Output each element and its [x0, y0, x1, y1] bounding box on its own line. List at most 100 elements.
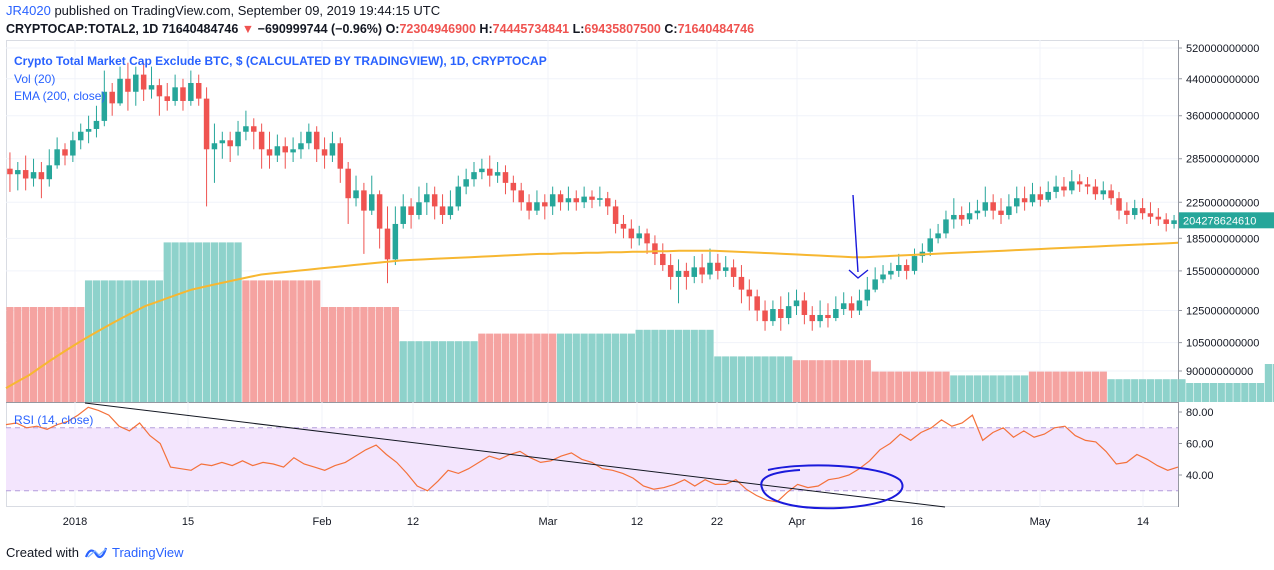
candle-body	[589, 196, 595, 200]
volume-bar	[61, 307, 69, 402]
trend-line	[84, 402, 946, 508]
volume-bar	[29, 307, 38, 402]
volume-bar	[124, 280, 132, 402]
tradingview-link[interactable]: TradingView	[112, 545, 184, 560]
volume-bar	[1146, 379, 1155, 402]
candlesticks[interactable]	[7, 62, 1177, 331]
volume-bar	[556, 333, 565, 402]
volume-bar	[289, 280, 297, 402]
candle-body	[620, 223, 627, 229]
volume-bar	[336, 307, 344, 402]
volume-bar	[635, 329, 643, 402]
volume-bar	[140, 280, 148, 402]
volume-legend[interactable]: Vol (20)	[14, 72, 56, 86]
volume-bar	[871, 371, 879, 402]
volume-bar	[171, 242, 179, 402]
volume-bar	[375, 307, 384, 402]
x-tick-label: Mar	[539, 516, 558, 528]
volume-bar	[517, 333, 525, 402]
author-link[interactable]: JR4020	[6, 3, 51, 18]
candle-body	[125, 78, 131, 92]
candle-body	[77, 131, 84, 141]
volume-bar	[195, 242, 203, 402]
volume-bar	[1154, 379, 1162, 402]
volume-bar	[792, 360, 801, 402]
candle-body	[1147, 213, 1154, 217]
x-tick-label: 2018	[63, 516, 87, 528]
candle-body	[408, 206, 414, 215]
candle-body	[927, 238, 933, 252]
candle-body	[93, 120, 100, 129]
candle-body	[903, 265, 910, 271]
candle-body	[958, 214, 965, 220]
candle-body	[880, 274, 886, 280]
volume-bar	[116, 280, 124, 402]
volume-bar	[147, 280, 156, 402]
candle-body	[290, 149, 296, 153]
volume-bar	[454, 341, 462, 402]
candle-body	[424, 194, 430, 203]
candle-body	[1139, 208, 1146, 214]
y-tick-label: 185000000000	[1186, 233, 1259, 245]
volume-bar	[281, 280, 289, 402]
candle-body	[274, 146, 281, 156]
symbol-label: CRYPTOCAP:TOTAL2, 1D	[6, 22, 159, 36]
candle-body	[117, 78, 123, 104]
volume-bar	[659, 329, 667, 402]
volume-bar	[1186, 383, 1194, 402]
volume-bar	[816, 360, 824, 402]
candle-body	[172, 87, 178, 101]
y-tick-label: 285000000000	[1186, 154, 1259, 166]
volume-bar	[674, 329, 683, 402]
candle-body	[683, 270, 690, 277]
volume-bar	[155, 280, 164, 402]
y-tick-label: 155000000000	[1186, 266, 1259, 278]
candle-body	[1021, 198, 1028, 203]
volume-bar	[501, 333, 510, 402]
candle-body	[479, 168, 485, 173]
y-tick-label: 520000000000	[1186, 43, 1259, 55]
candle-body	[1053, 186, 1059, 192]
candle-body	[573, 198, 580, 203]
candle-body	[667, 265, 674, 277]
volume-bar	[313, 280, 321, 402]
candle-body	[715, 262, 721, 271]
volume-bar	[486, 333, 494, 402]
ema-legend[interactable]: EMA (200, close)	[14, 89, 106, 103]
candle-body	[243, 126, 249, 132]
candle-body	[298, 143, 304, 150]
candle-body	[258, 131, 265, 150]
x-tick-label: 12	[407, 516, 419, 528]
volume-bar	[1028, 371, 1037, 402]
candle-body	[227, 140, 233, 147]
candle-body	[463, 179, 469, 187]
volume-bar	[1036, 371, 1044, 402]
candle-body	[644, 233, 650, 244]
change-value: −690999744 (−0.96%)	[257, 22, 383, 36]
candle-body	[180, 87, 186, 101]
volume-bar	[360, 307, 368, 402]
candle-body	[1092, 186, 1099, 195]
candle-body	[376, 194, 383, 229]
candle-body	[872, 279, 878, 290]
rsi-legend[interactable]: RSI (14, close)	[14, 413, 94, 427]
volume-bar	[1123, 379, 1131, 402]
volume-bar	[934, 371, 942, 402]
volume-bar	[1256, 383, 1265, 402]
candle-body	[746, 289, 753, 297]
volume-bar	[533, 333, 541, 402]
candle-body	[282, 146, 288, 153]
volume-bar	[218, 242, 226, 402]
volume-bar	[328, 307, 337, 402]
volume-bar	[1052, 371, 1060, 402]
candle-body	[675, 270, 682, 277]
volume-bar	[981, 375, 989, 402]
candle-body	[140, 74, 147, 90]
candle-body	[54, 149, 60, 166]
candle-body	[1037, 194, 1044, 200]
candle-body	[935, 233, 941, 239]
y-tick-label: 225000000000	[1186, 197, 1259, 209]
volume-bar	[100, 280, 108, 402]
candle-body	[604, 198, 611, 207]
